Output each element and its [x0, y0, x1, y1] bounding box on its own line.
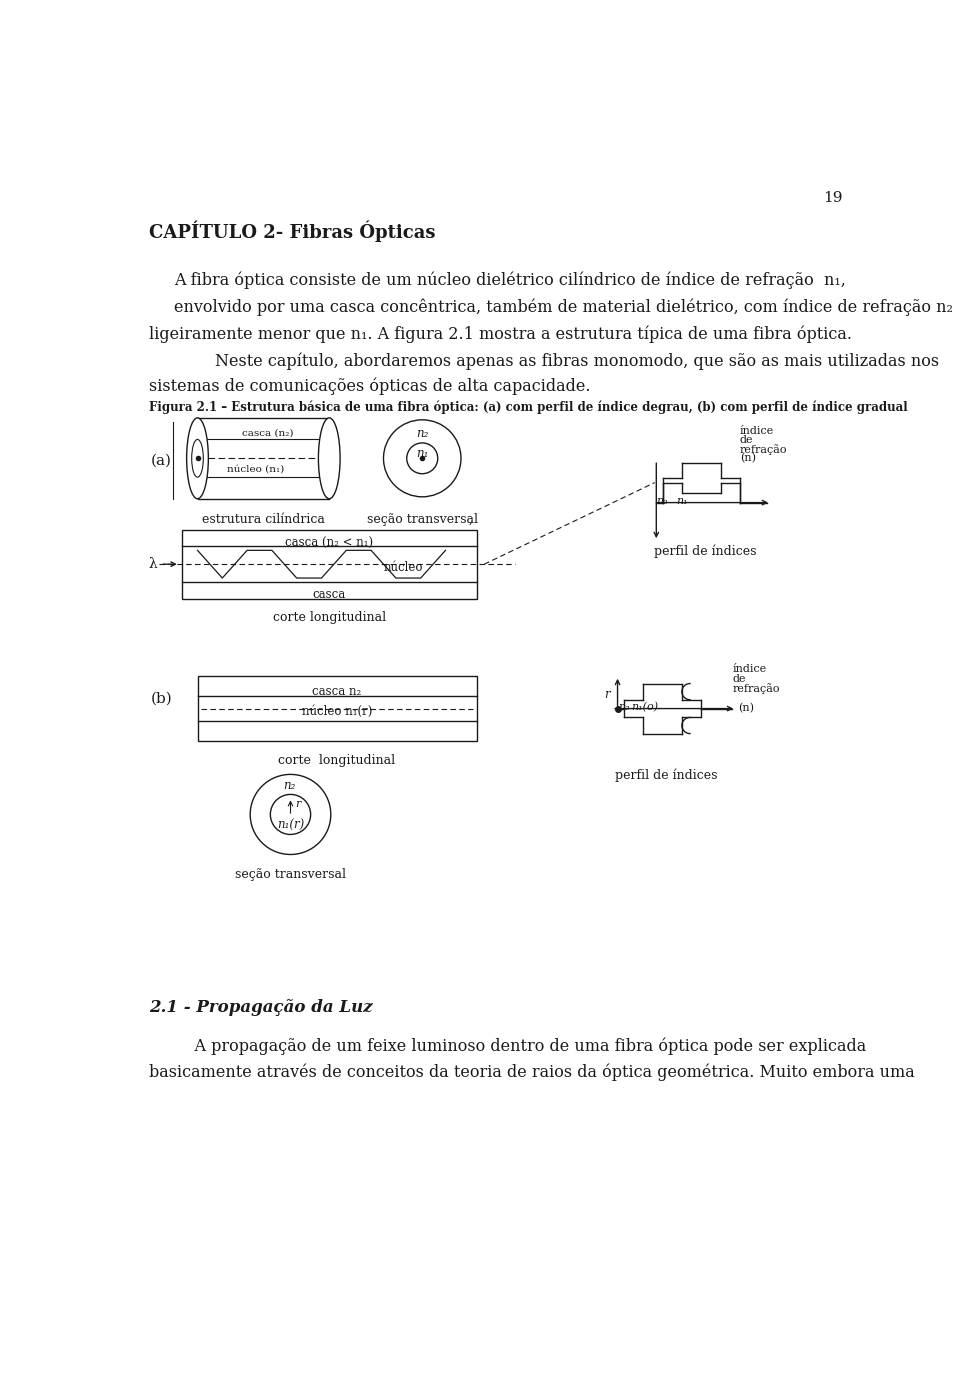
Text: índice: índice: [740, 426, 775, 436]
Text: de: de: [740, 434, 754, 444]
Ellipse shape: [192, 440, 204, 478]
Text: corte longitudinal: corte longitudinal: [273, 610, 386, 624]
Text: núcleo (n₁): núcleo (n₁): [227, 464, 284, 474]
Text: n₂: n₂: [416, 427, 428, 440]
Text: (b): (b): [151, 692, 173, 705]
Text: casca: casca: [313, 588, 346, 601]
Text: corte  longitudinal: corte longitudinal: [278, 753, 396, 767]
Text: r: r: [295, 799, 300, 809]
Text: de: de: [732, 673, 746, 683]
Text: (a): (a): [151, 453, 172, 467]
Text: A fibra óptica consiste de um núcleo dielétrico cilíndrico de índice de refração: A fibra óptica consiste de um núcleo die…: [175, 271, 846, 289]
Text: Figura 2.1 – Estrutura básica de uma fibra óptica: (a) com perfil de índice degr: Figura 2.1 – Estrutura básica de uma fib…: [150, 400, 908, 414]
Bar: [198, 676, 476, 742]
Text: (n): (n): [738, 704, 755, 714]
Text: seção transversal: seção transversal: [235, 869, 346, 882]
Text: n₁: n₁: [676, 496, 687, 507]
Text: casca (n₂ < n₁): casca (n₂ < n₁): [285, 538, 373, 550]
Text: n₁(r): n₁(r): [276, 819, 304, 831]
Ellipse shape: [186, 418, 208, 499]
Text: estrutura cilíndrica: estrutura cilíndrica: [202, 513, 324, 525]
Text: A propagação de um feixe luminoso dentro de uma fibra óptica pode ser explicada: A propagação de um feixe luminoso dentro…: [175, 1038, 867, 1055]
Text: seção transversal: seção transversal: [367, 513, 478, 525]
Text: n₂: n₂: [618, 701, 630, 711]
Text: r: r: [604, 687, 610, 701]
Text: refração: refração: [732, 683, 780, 694]
Text: n₁: n₁: [416, 447, 428, 460]
Text: refração: refração: [740, 444, 787, 455]
Text: n₂: n₂: [283, 778, 295, 792]
Text: núcleo n₁(r): núcleo n₁(r): [301, 704, 372, 718]
Text: basicamente através de conceitos da teoria de raios da óptica geométrica. Muito : basicamente através de conceitos da teor…: [150, 1063, 915, 1081]
Text: perfil de índices: perfil de índices: [615, 768, 718, 782]
Text: ligeiramente menor que n₁. A figura 2.1 mostra a estrutura típica de uma fibra ó: ligeiramente menor que n₁. A figura 2.1 …: [150, 326, 852, 344]
Text: n₁(o): n₁(o): [631, 701, 659, 712]
Text: (n): (n): [740, 453, 756, 464]
Text: 19: 19: [824, 191, 843, 205]
Text: perfil de índices: perfil de índices: [654, 545, 756, 559]
Text: ,: ,: [468, 513, 472, 525]
Text: casca n₂: casca n₂: [312, 685, 362, 698]
Text: n₂: n₂: [657, 496, 668, 507]
Text: envolvido por uma casca concêntrica, também de material dielétrico, com índice d: envolvido por uma casca concêntrica, tam…: [175, 299, 953, 316]
Text: Neste capítulo, abordaremos apenas as fibras monomodo, que são as mais utilizada: Neste capítulo, abordaremos apenas as fi…: [175, 352, 940, 370]
Text: sistemas de comunicações ópticas de alta capacidade.: sistemas de comunicações ópticas de alta…: [150, 377, 591, 395]
Ellipse shape: [319, 418, 340, 499]
Text: índice: índice: [732, 665, 766, 675]
Bar: [182, 529, 476, 599]
Text: CAPÍTULO 2- Fibras Ópticas: CAPÍTULO 2- Fibras Ópticas: [150, 219, 436, 242]
Text: 2.1 - Propagação da Luz: 2.1 - Propagação da Luz: [150, 999, 373, 1016]
Text: casca (n₂): casca (n₂): [242, 429, 293, 437]
Text: λ: λ: [148, 557, 156, 571]
Text: núcleo: núcleo: [383, 562, 423, 574]
